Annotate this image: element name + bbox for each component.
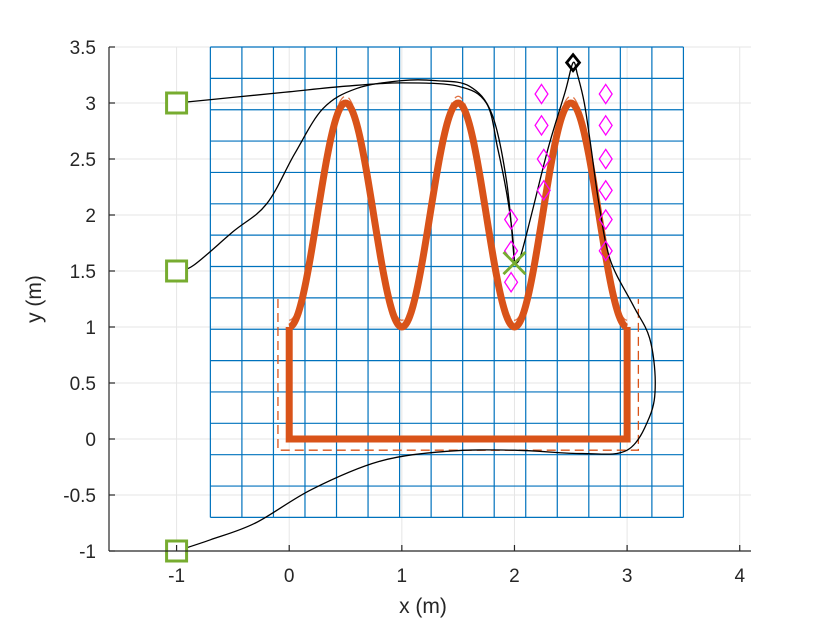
y-tick-label: 3.5 — [70, 38, 96, 59]
trajectory-line-2 — [176, 79, 516, 272]
target-diamond-marker — [598, 83, 613, 105]
y-tick-label: 1 — [85, 318, 96, 339]
reference-path-dashed-sine — [289, 95, 628, 321]
x-tick-label: 3 — [622, 566, 633, 587]
reference-path-sine — [286, 99, 630, 331]
start-square-marker — [165, 91, 189, 115]
reference-path — [277, 95, 640, 451]
y-tick-label: 0.5 — [70, 374, 96, 395]
grid-lines — [109, 46, 751, 552]
cross-marker — [502, 251, 527, 276]
target-diamond-marker — [534, 83, 549, 105]
x-axis-label: x (m) — [399, 595, 447, 618]
target-diamond-marker — [598, 240, 613, 262]
trajectory-lines — [176, 61, 656, 552]
y-tick-label: 0 — [85, 430, 96, 451]
target-diamond-marker — [598, 148, 613, 170]
y-tick-label: 3 — [85, 94, 96, 115]
y-tick-label: 1.5 — [70, 262, 96, 283]
y-tick-label: -1 — [79, 542, 96, 563]
target-diamond-marker — [534, 114, 549, 137]
target-diamond-marker — [536, 179, 551, 202]
y-tick-label: -0.5 — [63, 486, 96, 507]
y-tick-label: 2 — [85, 206, 96, 227]
target-diamond-marker — [598, 179, 613, 202]
y-tick-label: 2.5 — [70, 150, 96, 171]
axes — [108, 46, 751, 552]
reference-path-dashed-rect — [277, 299, 640, 451]
target-diamond-marker — [598, 208, 613, 231]
target-diamond-marker — [503, 271, 519, 293]
x-tick-label: 0 — [284, 566, 295, 587]
x-tick-label: 1 — [397, 566, 408, 587]
target-diamond-marker — [503, 208, 519, 231]
target-diamond-marker — [598, 114, 613, 137]
goal-diamond-marker — [564, 52, 582, 73]
trajectory-line-1 — [176, 82, 516, 264]
tick-labels: -1 0 1 2 3 4 -1 -0.5 0 0.5 1 1.5 2 2.5 3 3.5 — [63, 38, 745, 587]
x-tick-label: 2 — [509, 566, 520, 587]
start-square-marker — [165, 259, 189, 283]
y-axis-label: y (m) — [23, 275, 46, 323]
trajectory-line-3 — [176, 61, 656, 552]
target-diamond-marker — [536, 148, 551, 170]
reference-path-rect — [285, 327, 631, 443]
x-tick-label: -1 — [168, 566, 185, 587]
x-tick-label: 4 — [734, 566, 745, 587]
markers — [165, 52, 613, 563]
